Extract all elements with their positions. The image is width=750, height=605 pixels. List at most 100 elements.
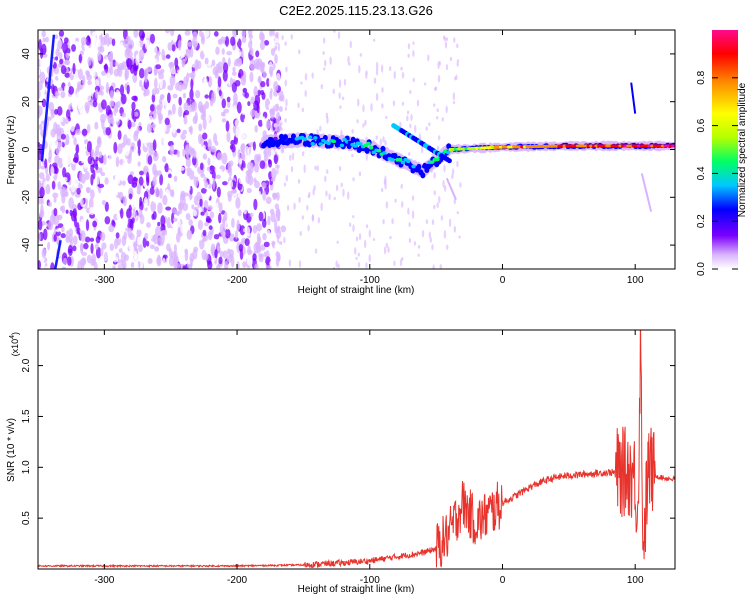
spectrogram-noise-speck <box>228 165 233 178</box>
spectrogram-xtick-label: -100 <box>360 275 380 286</box>
spectrogram-noise-speck <box>178 203 183 215</box>
spectrogram-noise-speck <box>280 225 287 233</box>
spectrogram-noise-speck <box>185 49 191 59</box>
spectrogram-noise-speck <box>63 37 69 44</box>
spectrogram-noise-speck <box>38 260 42 269</box>
spectrogram-faint-speck <box>355 236 359 242</box>
spectrogram-faint-speck <box>425 126 428 131</box>
spectrogram-faint-speck <box>459 182 462 188</box>
spectrogram-faint-speck <box>437 74 441 83</box>
spectrogram-noise-speck <box>193 171 199 178</box>
spectrogram-noise-speck <box>189 252 195 263</box>
spectrogram-noise-speck <box>127 227 133 238</box>
spectrogram-noise-speck <box>82 74 86 86</box>
spectrogram-faint-speck <box>446 244 449 251</box>
spectrogram-noise-speck <box>158 188 163 199</box>
spectrogram-faint-speck <box>453 37 456 43</box>
spectrogram-faint-speck <box>284 79 287 87</box>
spectrogram-faint-speck <box>375 92 379 102</box>
spectrogram-noise-speck <box>216 186 221 198</box>
spectrogram-noise-speck <box>99 45 105 53</box>
spectrogram-noise-speck <box>79 183 83 190</box>
spectrogram-noise-speck <box>275 111 281 124</box>
spectrogram-faint-speck <box>317 217 321 224</box>
colorbar-tick-label: 0.8 <box>696 70 707 84</box>
spectrogram-noise-speck <box>38 219 43 231</box>
spectrogram-faint-speck <box>414 124 417 133</box>
spectrogram-trace-core <box>376 148 382 153</box>
spectrogram-noise-speck <box>258 211 264 222</box>
spectrogram-noise-speck <box>137 161 141 167</box>
spectrogram-faint-speck <box>370 102 373 112</box>
spectrogram-faint-speck <box>449 56 453 62</box>
spectrogram-noise-speck <box>87 56 92 67</box>
spectrogram-noise-speck <box>224 169 229 175</box>
spectrogram-trace-edge <box>364 147 370 154</box>
spectrogram-noise-speck <box>152 163 157 176</box>
spectrogram-noise-speck <box>78 53 82 64</box>
spectrogram-noise-speck <box>180 223 186 234</box>
spectrogram-faint-speck <box>454 76 457 81</box>
spectrogram-faint-speck <box>407 53 410 58</box>
spectrogram-xtick-label: 0 <box>500 275 506 286</box>
spectrogram-faint-speck <box>383 179 387 185</box>
spectrogram-noise-speck <box>185 213 191 221</box>
spectrogram-noise-speck <box>192 209 197 217</box>
spectrogram-noise-speck <box>65 117 69 125</box>
spectrogram-faint-speck <box>277 226 280 234</box>
spectrogram-faint-speck <box>280 121 283 127</box>
spectrogram-noise-speck <box>54 154 60 165</box>
spectrogram-faint-speck <box>400 66 403 71</box>
spectrogram-noise-speck <box>204 221 209 227</box>
spectrogram-noise-speck <box>87 155 93 165</box>
spectrogram-trace-core <box>421 164 427 169</box>
spectrogram-streak <box>54 240 62 269</box>
spectrogram-faint-speck <box>362 104 365 113</box>
spectrogram-noise-speck <box>253 163 260 173</box>
spectrogram-noise-speck <box>76 187 81 195</box>
spectrogram-noise-speck <box>192 266 198 269</box>
spectrogram-noise-speck <box>67 244 73 257</box>
spectrogram-noise-speck <box>192 31 198 40</box>
spectrogram-trace-core <box>400 160 406 165</box>
spectrogram-noise-speck <box>241 36 247 44</box>
spectrogram-noise-speck <box>133 261 139 269</box>
spectrogram-noise-speck <box>233 155 237 167</box>
spectrogram-noise-speck <box>244 91 250 99</box>
spectrogram-noise-speck <box>50 109 55 116</box>
spectrogram-noise-speck <box>81 158 85 164</box>
spectrogram-noise-speck <box>206 37 211 49</box>
spectrogram-noise-speck <box>166 216 171 229</box>
spectrogram-noise-speck <box>101 70 107 76</box>
spectrogram-faint-speck <box>411 210 415 220</box>
spectrogram-noise-speck <box>138 244 143 253</box>
spectrogram-noise-speck <box>88 197 94 210</box>
spectrogram-noise-speck <box>263 154 269 162</box>
colorbar: 0.0 0.2 0.4 0.6 0.8 Normalized spectral ampl… <box>696 30 748 276</box>
spectrogram-faint-speck <box>456 211 460 215</box>
snr-series-line <box>38 330 675 569</box>
spectrogram-noise-speck <box>39 56 44 68</box>
spectrogram-faint-speck <box>438 195 441 204</box>
spectrogram-noise-speck <box>222 181 228 186</box>
spectrogram-noise-speck <box>177 69 182 74</box>
spectrogram-noise-speck <box>73 216 78 228</box>
spectrogram-noise-speck <box>121 263 126 269</box>
spectrogram-noise-speck <box>120 93 127 105</box>
spectrogram-noise-speck <box>44 265 49 269</box>
spectrogram-faint-speck <box>407 152 411 156</box>
spectrogram-faint-speck <box>291 152 295 161</box>
spectrogram-faint-speck <box>306 204 309 211</box>
spectrogram-image <box>38 30 675 269</box>
spectrogram-faint-speck <box>385 201 389 209</box>
spectrogram-noise-speck <box>98 151 103 159</box>
spectrogram-noise-speck <box>81 251 88 257</box>
spectrogram-noise-speck <box>252 253 257 262</box>
spectrogram-noise-speck <box>191 204 195 210</box>
spectrogram-noise-speck <box>177 39 182 51</box>
spectrogram-faint-speck <box>355 256 358 260</box>
spectrogram-noise-speck <box>53 207 58 217</box>
spectrogram-faint-speck <box>283 236 286 244</box>
spectrogram-faint-speck <box>383 246 387 255</box>
spectrogram-trace-core <box>339 143 345 148</box>
